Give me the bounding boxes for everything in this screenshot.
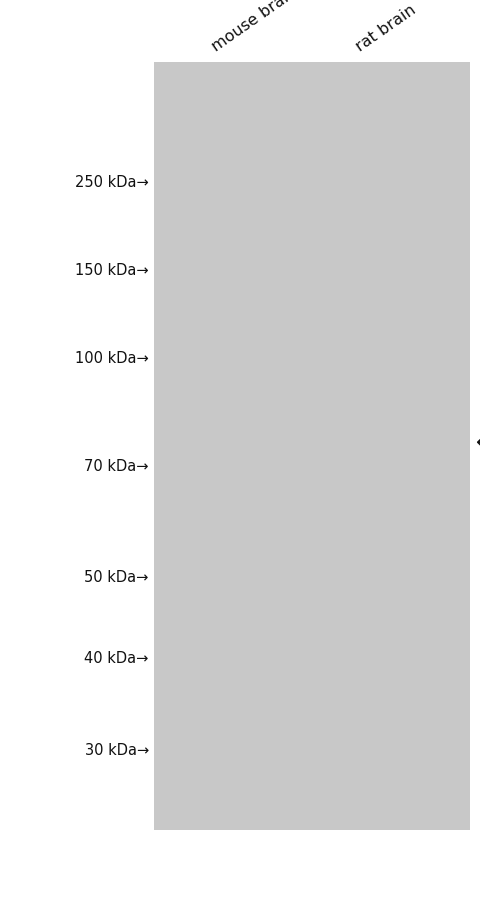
Ellipse shape [175,430,242,455]
Text: 100 kDa→: 100 kDa→ [75,351,149,366]
Text: 30 kDa→: 30 kDa→ [84,741,149,757]
Text: 50 kDa→: 50 kDa→ [84,569,149,584]
Text: 70 kDa→: 70 kDa→ [84,458,149,474]
Text: rat brain: rat brain [353,2,419,54]
Text: 40 kDa→: 40 kDa→ [84,649,149,665]
Text: 150 kDa→: 150 kDa→ [75,262,149,278]
Ellipse shape [185,436,226,450]
Ellipse shape [300,427,406,458]
Ellipse shape [330,431,383,454]
Text: mouse brain: mouse brain [209,0,300,54]
Text: ←: ← [475,433,480,452]
Text: 250 kDa→: 250 kDa→ [75,174,149,189]
Text: WWW.PTGLAB.COM: WWW.PTGLAB.COM [243,354,381,539]
